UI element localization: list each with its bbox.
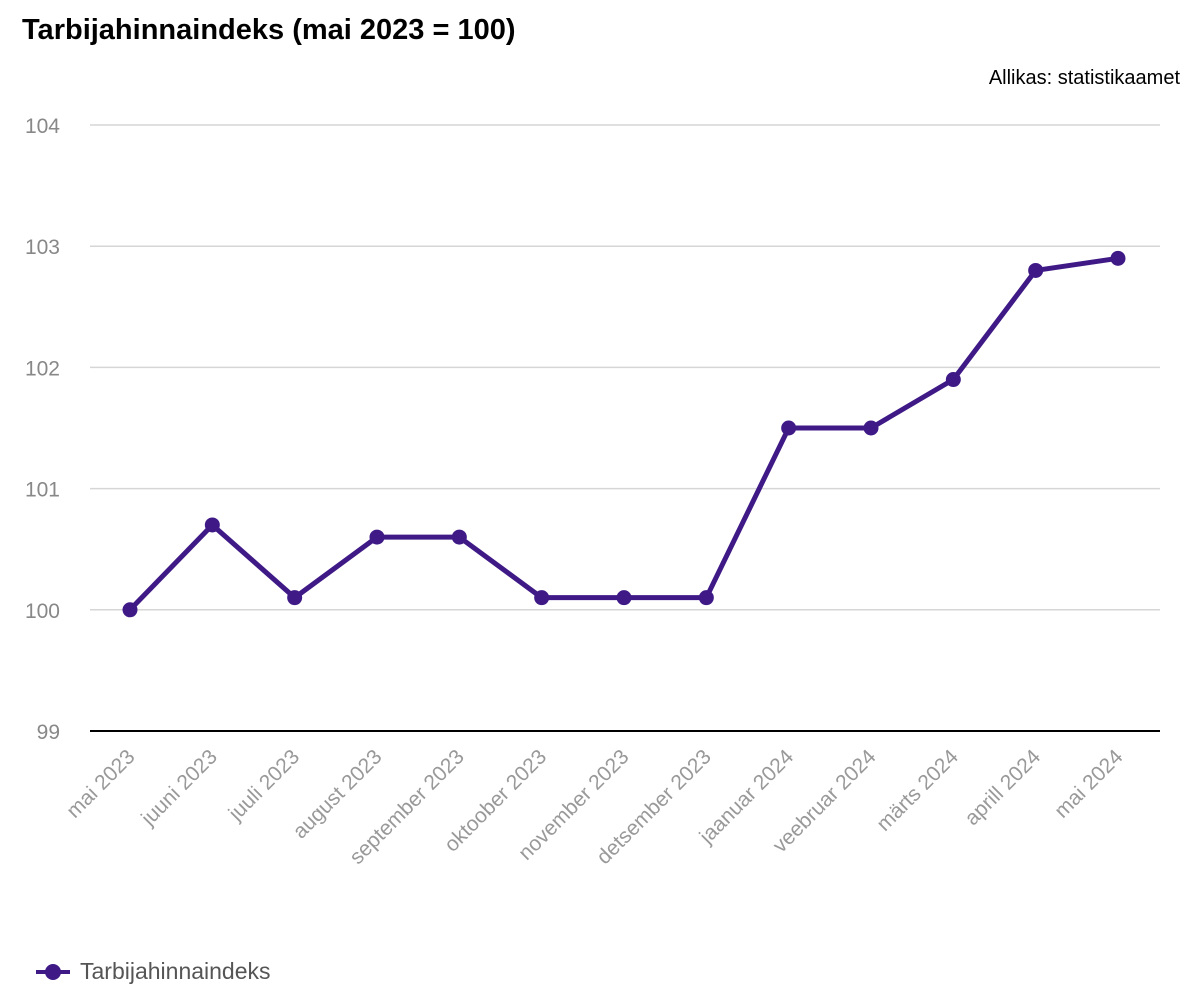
y-tick-label: 99 [37,721,60,744]
data-point[interactable] [369,529,385,545]
data-point[interactable] [781,420,797,436]
y-tick-label: 102 [25,357,60,380]
y-tick-label: 104 [25,115,60,138]
data-point[interactable] [698,590,714,606]
x-tick-label: juuni 2023 [136,745,222,831]
series-line [127,255,1121,613]
data-point[interactable] [945,372,961,388]
chart-title: Tarbijahinnaindeks (mai 2023 = 100) [22,14,516,46]
data-point[interactable] [863,420,879,436]
legend-marker-icon [36,960,70,984]
legend: Tarbijahinnaindeks [36,958,271,985]
x-tick-label: aprill 2024 [960,745,1045,830]
legend-dot [45,963,61,980]
y-tick-label: 101 [25,479,60,502]
chart-source: Allikas: statistikaamet [988,67,1180,89]
data-point[interactable] [1110,250,1126,266]
data-point[interactable] [1028,262,1044,278]
data-point[interactable] [287,590,303,606]
data-point[interactable] [451,529,467,545]
x-tick-label: juuli 2023 [224,745,305,826]
x-tick-label: mai 2023 [62,745,139,822]
data-point[interactable] [204,517,220,533]
data-point[interactable] [616,590,632,606]
x-tick-label: märts 2024 [872,745,963,836]
data-point[interactable] [122,602,138,618]
y-tick-label: 100 [25,600,60,623]
legend-label: Tarbijahinnaindeks [80,958,271,984]
y-tick-label: 103 [25,236,60,259]
data-point[interactable] [534,590,550,606]
x-tick-label: mai 2024 [1050,745,1128,823]
